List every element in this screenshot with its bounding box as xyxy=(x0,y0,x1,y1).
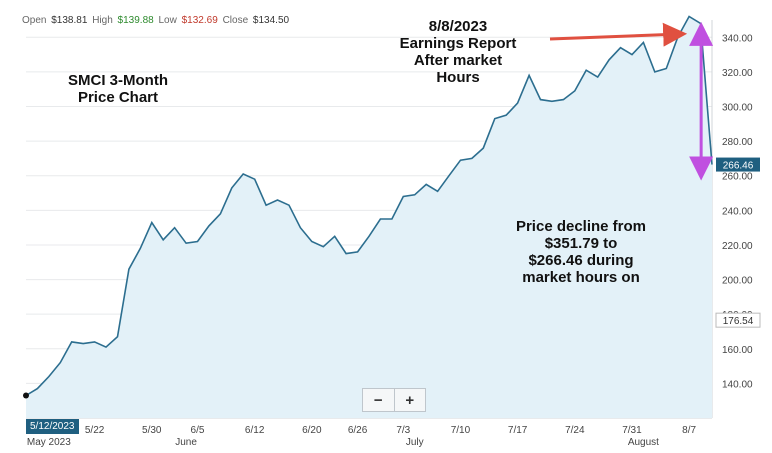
open-value: $138.81 xyxy=(51,15,88,26)
x-tick-label: 8/7 xyxy=(682,425,696,436)
zoom-controls: − + xyxy=(362,388,426,412)
x-tick-label: 6/5 xyxy=(191,425,205,436)
decline-line: $266.46 during xyxy=(528,252,634,269)
decline-annotation: Price decline from $351.79 to $266.46 du… xyxy=(486,218,676,286)
y-tick-label: 160.00 xyxy=(722,345,753,356)
decline-line: $351.79 to xyxy=(544,235,618,252)
y-tick-label: 240.00 xyxy=(722,206,753,217)
decline-line: market hours on xyxy=(522,269,640,286)
zoom-in-button[interactable]: + xyxy=(405,391,415,409)
y-tick-label: 260.00 xyxy=(722,172,753,183)
earnings-line: Earnings Report xyxy=(399,35,517,52)
x-month-label: May 2023 xyxy=(27,437,71,448)
x-tick-label: 5/30 xyxy=(142,425,162,436)
current-price-badge: 266.46 xyxy=(723,161,754,172)
earnings-line: 8/8/2023 xyxy=(428,18,488,35)
zoom-out-button[interactable]: − xyxy=(363,389,395,411)
x-tick-label: 5/22 xyxy=(85,425,105,436)
high-label: High xyxy=(92,15,113,26)
x-tick-label: 7/17 xyxy=(508,425,528,436)
price-line xyxy=(25,15,713,397)
x-month-label: June xyxy=(175,437,197,448)
start-point-dot xyxy=(23,392,29,399)
x-tick-label: 7/10 xyxy=(451,425,471,436)
x-axis: 5/22 5/30 6/5 6/12 6/20 6/26 7/3 7/10 7/17 7/24 7/… xyxy=(23,392,697,448)
open-label: Open xyxy=(22,15,47,26)
marker-price-badge: 176.54 xyxy=(723,316,754,327)
high-value: $139.88 xyxy=(117,15,154,26)
x-tick-label: 7/31 xyxy=(622,425,642,436)
x-month-label: July xyxy=(406,437,424,448)
current-price-badge-bg xyxy=(716,157,760,172)
marker-price-badge-bg xyxy=(715,312,761,328)
decline-line: Price decline from xyxy=(515,218,647,235)
earnings-arrow xyxy=(549,22,688,47)
chart-title-annotation: SMCI 3-Month Price Chart xyxy=(38,72,198,106)
close-value: $134.50 xyxy=(252,15,290,26)
title-line: Price Chart xyxy=(77,89,159,106)
y-tick-label: 320.00 xyxy=(722,68,753,79)
ohlc-summary: Open $138.81 High $139.88 Low $132.69 Cl… xyxy=(22,15,291,26)
x-tick-label: 7/3 xyxy=(396,425,410,436)
y-tick-label: 200.00 xyxy=(722,276,753,287)
close-label: Close xyxy=(222,15,249,26)
x-tick-label: 6/12 xyxy=(245,425,265,436)
y-tick-label: 300.00 xyxy=(722,103,753,114)
y-axis: 140.00160.00180.00200.00220.00240.00260.… xyxy=(722,33,753,390)
price-badges: 266.46 176.54 xyxy=(715,157,761,328)
price-area xyxy=(26,16,712,418)
y-tick-label: 220.00 xyxy=(722,241,753,252)
x-month-label: August xyxy=(628,437,659,448)
earnings-annotation: 8/8/2023 Earnings Report After market Ho… xyxy=(368,18,548,86)
earnings-line: Hours xyxy=(436,69,480,86)
y-tick-label: 140.00 xyxy=(722,379,753,390)
earnings-line: After market xyxy=(413,52,503,69)
low-value: $132.69 xyxy=(181,15,218,26)
title-line: SMCI 3-Month xyxy=(68,72,168,89)
low-label: Low xyxy=(158,15,177,26)
y-tick-label: 340.00 xyxy=(722,33,753,44)
start-date-badge: 5/12/2023 xyxy=(26,419,79,434)
x-tick-label: 7/24 xyxy=(565,425,585,436)
annotation-arrows xyxy=(549,21,714,181)
x-tick-label: 6/26 xyxy=(348,425,368,436)
y-tick-label: 280.00 xyxy=(722,137,753,148)
x-tick-label: 6/20 xyxy=(302,425,322,436)
